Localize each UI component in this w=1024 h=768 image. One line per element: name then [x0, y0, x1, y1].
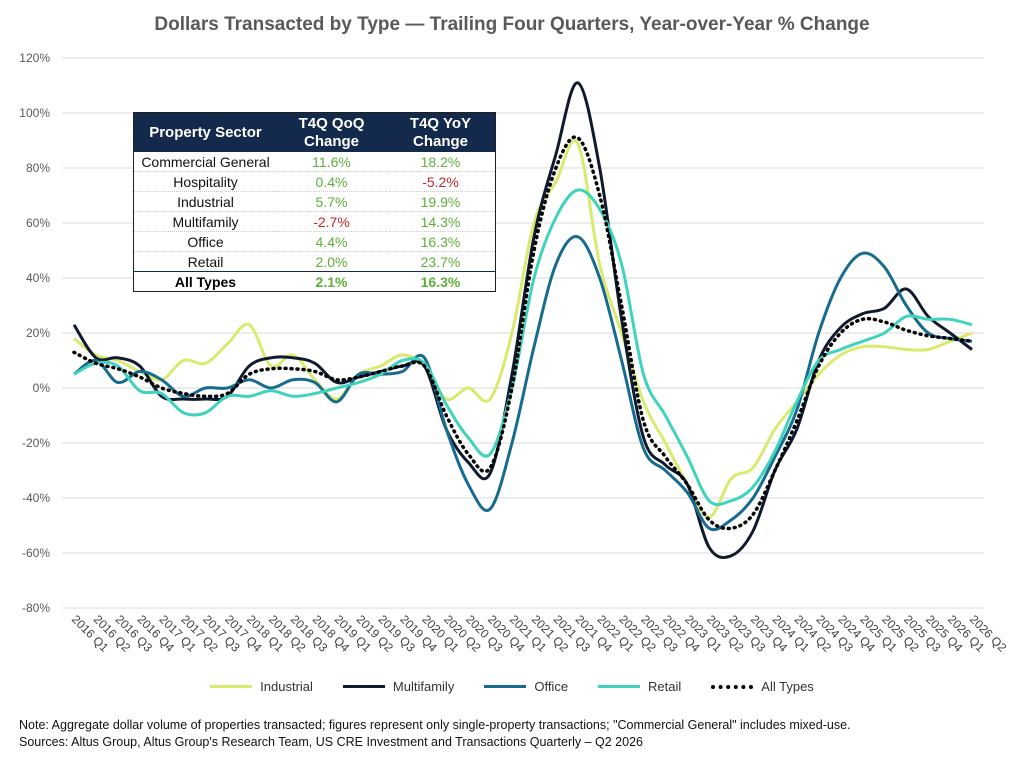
legend-swatch: [342, 685, 385, 688]
sector: Office: [134, 231, 277, 252]
qoq-value: 11.6%: [277, 152, 386, 172]
legend-item: Retail: [598, 679, 681, 694]
series-line-office: [73, 235, 973, 532]
qoq-value: 2.0%: [277, 251, 386, 272]
qoq-value: 0.4%: [277, 171, 386, 192]
legend-swatch: [711, 684, 754, 689]
sector: Retail: [134, 251, 277, 272]
footnotes: Note: Aggregate dollar volume of propert…: [19, 717, 851, 751]
y-tick-label: 40%: [26, 271, 50, 285]
note-text: Note: Aggregate dollar volume of propert…: [19, 718, 851, 732]
legend-item: Industrial: [210, 679, 313, 694]
yoy-value: 23.7%: [386, 251, 495, 272]
sources-text: Sources: Altus Group, Altus Group's Rese…: [19, 735, 643, 749]
table-row: Commercial General 11.6% 18.2%: [134, 152, 495, 172]
sector: All Types: [134, 271, 277, 291]
y-tick-label: -80%: [22, 601, 50, 615]
y-tick-label: 60%: [26, 216, 50, 230]
qoq-value: 5.7%: [277, 191, 386, 212]
table-row: Retail 2.0% 23.7%: [134, 251, 495, 272]
yoy-value: 18.2%: [386, 152, 495, 172]
yoy-value: 19.9%: [386, 191, 495, 212]
header-property-sector: Property Sector: [134, 113, 277, 152]
y-tick-label: 80%: [26, 161, 50, 175]
series-line-retail: [73, 188, 973, 507]
yoy-value: 14.3%: [386, 211, 495, 232]
header-yoy-change: T4Q YoY Change: [386, 113, 495, 152]
legend-label: All Types: [761, 679, 814, 694]
legend-label: Office: [534, 679, 569, 694]
table-row: Industrial 5.7% 19.9%: [134, 191, 495, 212]
y-tick-label: 20%: [26, 326, 50, 340]
series-line-industrial: [73, 139, 973, 519]
legend-item: Multifamily: [342, 679, 455, 694]
yoy-value: -5.2%: [386, 171, 495, 192]
sector: Multifamily: [134, 211, 277, 232]
yoy-value: 16.3%: [386, 231, 495, 252]
qoq-value: 2.1%: [277, 271, 386, 291]
legend-swatch: [598, 685, 641, 688]
y-tick-label: 0%: [33, 381, 51, 395]
summary-table: Property Sector T4Q QoQ Change T4Q YoY C…: [133, 112, 496, 292]
chart-legend: Industrial Multifamily Office Retail All Typ…: [0, 679, 1024, 694]
legend-item: Office: [484, 679, 568, 694]
y-tick-label: 120%: [19, 51, 50, 65]
legend-label: Multifamily: [392, 679, 455, 694]
sector: Industrial: [134, 191, 277, 212]
y-axis-tick-labels: 120% 100% 80% 60% 40% 20% 0% -20% -40% -60% -80%: [19, 51, 50, 615]
legend-label: Industrial: [260, 679, 313, 694]
legend-swatch: [210, 685, 253, 688]
qoq-value: -2.7%: [277, 211, 386, 232]
chart-title: Dollars Transacted by Type — Trailing Fo…: [154, 14, 870, 35]
sector: Commercial General: [134, 152, 277, 172]
legend-swatch: [484, 685, 527, 688]
table-row: Multifamily -2.7% 14.3%: [134, 211, 495, 232]
series-lines: [72, 81, 974, 559]
table-row: Office 4.4% 16.3%: [134, 231, 495, 252]
y-tick-label: -40%: [22, 491, 50, 505]
legend-item: All Types: [711, 679, 814, 694]
gridlines: [62, 57, 984, 609]
header-qoq-change: T4Q QoQ Change: [277, 113, 386, 152]
y-tick-label: -60%: [22, 546, 50, 560]
yoy-value: 16.3%: [386, 271, 495, 291]
series-line-all-types: [72, 135, 974, 531]
legend-label: Retail: [648, 679, 682, 694]
sector: Hospitality: [134, 171, 277, 192]
table-total-row: All Types 2.1% 16.3%: [134, 271, 495, 291]
y-tick-label: -20%: [22, 436, 50, 450]
table-row: Hospitality 0.4% -5.2%: [134, 171, 495, 192]
y-tick-label: 100%: [19, 106, 50, 120]
qoq-value: 4.4%: [277, 231, 386, 252]
